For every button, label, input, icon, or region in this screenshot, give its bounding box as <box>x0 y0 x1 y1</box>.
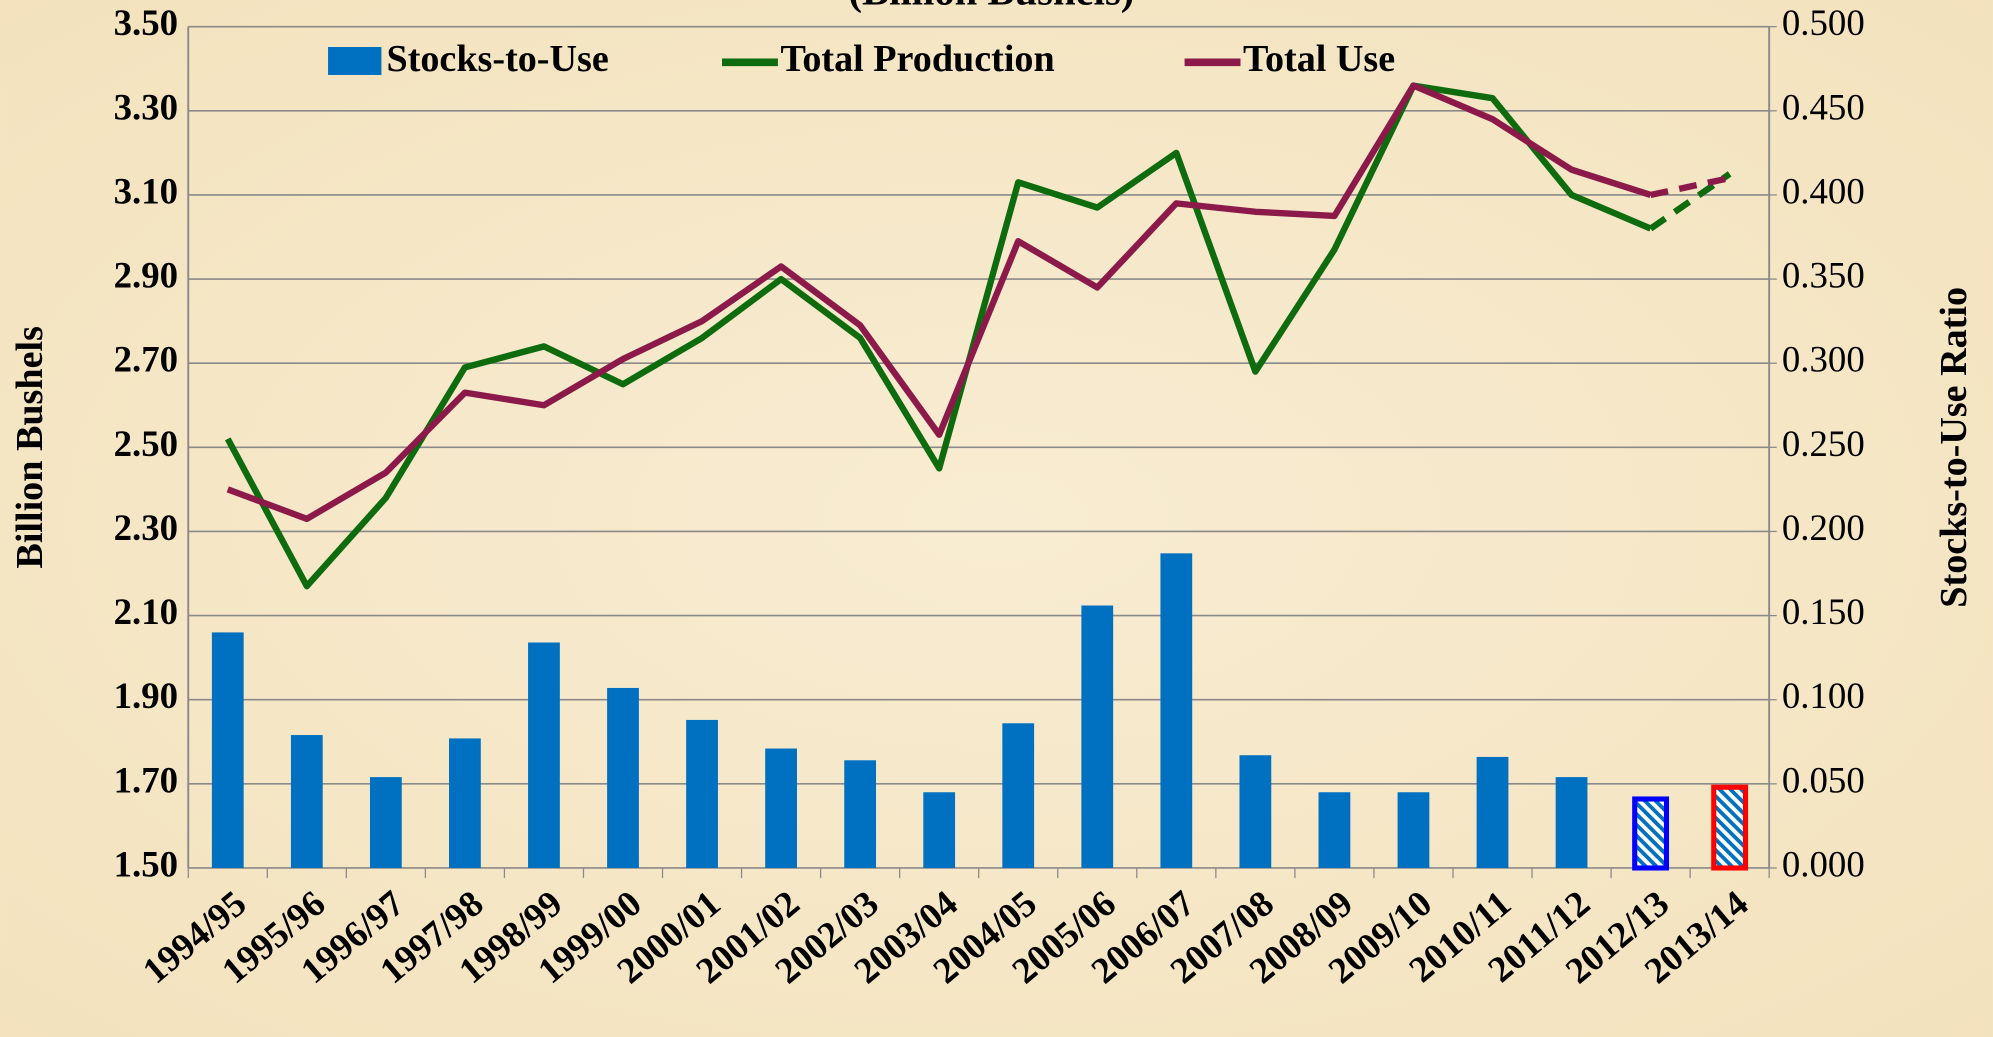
bar <box>1711 784 1749 871</box>
legend-label: Stocks-to-Use <box>387 38 609 80</box>
y2-tick-label: 0.450 <box>1782 86 1865 127</box>
y-tick-label: 1.70 <box>114 759 178 800</box>
y-tick-label: 2.50 <box>114 423 178 464</box>
bar <box>1318 792 1351 868</box>
bar <box>1081 605 1114 868</box>
bar <box>1397 792 1430 868</box>
y-tick-label: 3.50 <box>114 2 178 43</box>
y-tick-label: 2.30 <box>114 507 178 548</box>
bar <box>686 719 718 868</box>
bar <box>1632 796 1670 871</box>
y2-tick-label: 0.400 <box>1782 170 1865 211</box>
y-tick-label: 3.30 <box>114 86 178 127</box>
bar <box>1239 755 1272 868</box>
bar <box>607 687 639 868</box>
bar <box>1476 756 1509 868</box>
bar <box>290 735 323 868</box>
legend-label: Total Production <box>780 38 1054 80</box>
y-tick-label: 2.70 <box>114 339 178 380</box>
y2-axis-label: Stocks-to-Use Ratio <box>1933 287 1975 608</box>
line <box>226 82 1652 523</box>
line <box>1649 175 1731 199</box>
y2-tick-label: 0.150 <box>1782 591 1865 632</box>
bar <box>923 792 956 868</box>
y-tick-label: 2.10 <box>114 591 178 632</box>
y-tick-label: 2.90 <box>114 255 178 296</box>
y2-tick-label: 0.350 <box>1782 255 1865 296</box>
y2-tick-label: 0.300 <box>1782 339 1865 380</box>
y-tick-label: 1.90 <box>114 675 178 716</box>
y2-tick-label: 0.000 <box>1782 843 1865 884</box>
bar <box>1160 553 1193 868</box>
y2-tick-label: 0.100 <box>1782 675 1865 716</box>
legend-label: Total Use <box>1243 38 1395 80</box>
y-axis-label: Billion Bushels <box>9 326 51 569</box>
bar <box>211 632 244 868</box>
bar <box>1555 777 1588 868</box>
bar <box>765 748 797 868</box>
y2-tick-label: 0.250 <box>1782 423 1865 464</box>
bar <box>449 738 481 868</box>
legend-swatch <box>328 47 382 75</box>
y2-tick-label: 0.500 <box>1782 2 1865 43</box>
y-tick-label: 3.10 <box>114 170 178 211</box>
bar <box>528 642 560 868</box>
bar <box>844 760 877 868</box>
line <box>1648 171 1732 232</box>
y2-tick-label: 0.200 <box>1782 507 1865 548</box>
y2-tick-label: 0.050 <box>1782 759 1865 800</box>
y-tick-label: 1.50 <box>114 843 178 884</box>
bar <box>1002 723 1035 868</box>
bar <box>369 777 402 868</box>
chart-title: (Billion Bushels) <box>849 0 1135 13</box>
